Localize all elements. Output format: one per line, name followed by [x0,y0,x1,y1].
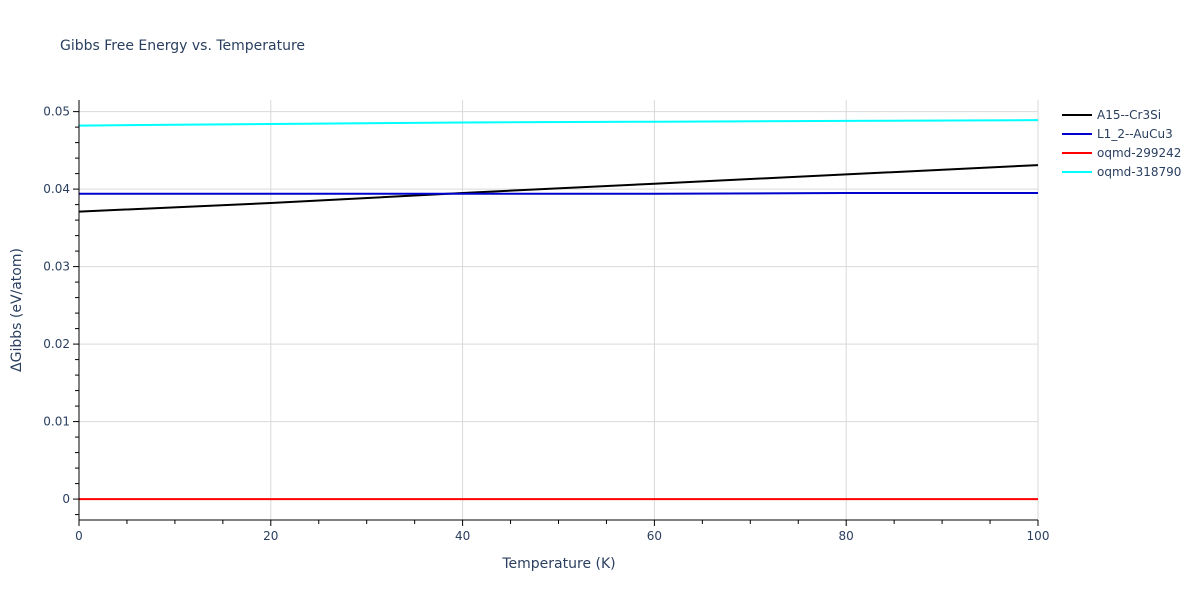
series-line-oqmd-318790[interactable] [78,119,1039,127]
y-axis-title: ΔGibbs (eV/atom) [9,248,25,372]
x-tick-label: 60 [647,529,662,543]
x-tick-label: 40 [455,529,470,543]
y-tick-label: 0 [62,492,70,506]
legend-item[interactable]: L1_2--AuCu3 [1062,127,1173,141]
series-line-L1_2--AuCu3[interactable] [79,191,1038,195]
axes: 0 20 40 60 80 100 0 0.01 0.02 0.03 0.04 0.05 [43,100,1049,543]
legend-item[interactable]: oqmd-299242 [1062,146,1181,160]
plot-area[interactable] [78,119,1039,501]
legend-label: A15--Cr3Si [1097,108,1161,122]
y-tick-label: 0.04 [43,182,70,196]
grid [79,100,1039,520]
y-tick-label: 0.02 [43,337,70,351]
x-tick-label: 80 [839,529,854,543]
y-tick-label: 0.03 [43,260,70,274]
legend-item[interactable]: A15--Cr3Si [1062,108,1161,122]
legend[interactable]: A15--Cr3Si L1_2--AuCu3 oqmd-299242 oqmd-318… [1062,108,1181,179]
series-line-A15--Cr3Si[interactable] [78,164,1039,213]
x-tick-label: 100 [1027,529,1050,543]
legend-label: oqmd-299242 [1097,146,1181,160]
x-tick-label: 0 [75,529,83,543]
legend-item[interactable]: oqmd-318790 [1062,165,1181,179]
y-tick-label: 0.05 [43,105,70,119]
y-tick-label: 0.01 [43,415,70,429]
x-axis-title: Temperature (K) [501,556,615,572]
chart-title: Gibbs Free Energy vs. Temperature [60,38,305,54]
legend-label: oqmd-318790 [1097,165,1181,179]
legend-label: L1_2--AuCu3 [1097,127,1173,141]
x-tick-label: 20 [263,529,278,543]
